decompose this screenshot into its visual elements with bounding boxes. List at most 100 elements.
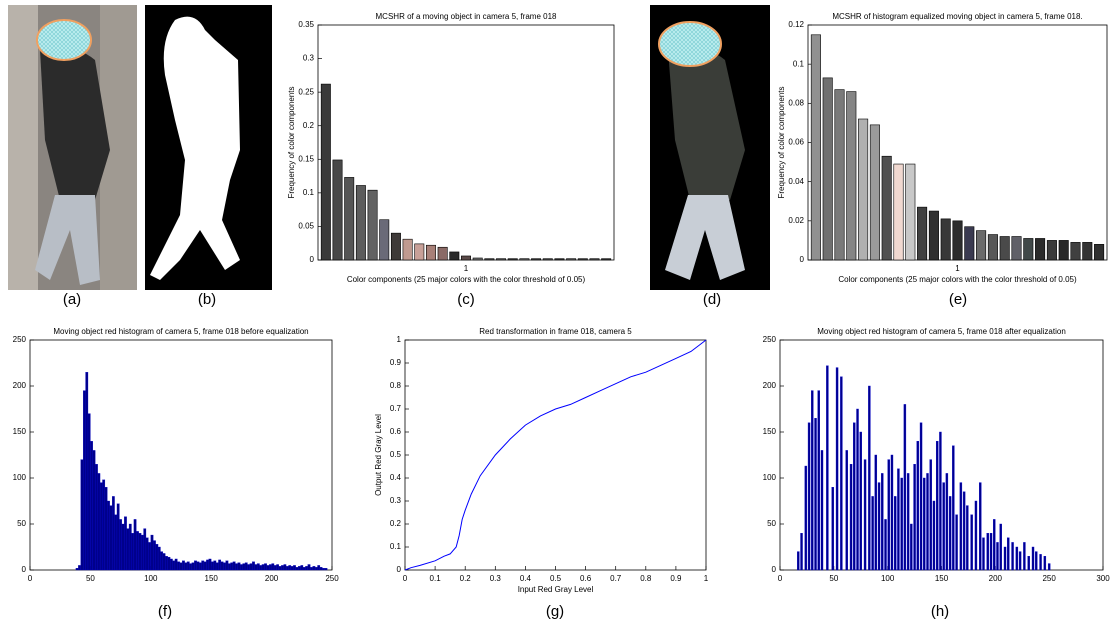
bar <box>869 124 880 261</box>
y-tick-label: 250 <box>763 335 777 344</box>
bar <box>344 177 355 261</box>
bar <box>367 189 378 261</box>
bar <box>390 232 401 261</box>
histogram-bar <box>157 546 161 571</box>
y-tick-label: 0.02 <box>788 216 804 225</box>
y-tick-label: 100 <box>763 473 777 482</box>
histogram-bar <box>143 528 147 571</box>
bar <box>1027 556 1030 571</box>
histogram-bar <box>174 558 178 571</box>
bar <box>935 441 939 571</box>
histogram-bar <box>244 562 248 571</box>
histogram-bar <box>138 533 142 571</box>
histogram-bar <box>252 561 255 571</box>
bar <box>542 258 553 261</box>
x-tick-label: 0.7 <box>610 574 622 583</box>
bar <box>894 496 897 571</box>
histogram-bar <box>155 544 159 571</box>
y-tick-label: 0.2 <box>390 519 402 528</box>
y-tick-label: 0 <box>310 255 315 264</box>
x-axis-label: Color components (25 major colors with t… <box>347 275 586 284</box>
histogram-bar <box>194 560 197 571</box>
bar <box>414 243 425 261</box>
bar <box>877 482 881 571</box>
bar <box>874 454 878 571</box>
bar <box>962 491 966 571</box>
bar <box>859 431 862 571</box>
bar <box>1047 563 1051 571</box>
x-tick-label: 250 <box>325 574 339 583</box>
bar <box>999 523 1002 571</box>
y-axis-label: Frequency of color components <box>287 86 296 198</box>
bar <box>1039 554 1042 571</box>
bar <box>1018 551 1022 571</box>
bar <box>1082 242 1093 261</box>
bar <box>811 390 814 571</box>
bar <box>797 551 800 571</box>
bar <box>952 445 955 571</box>
chart-title: MCSHR of histogram equalized moving obje… <box>832 12 1082 21</box>
histogram-bar <box>92 450 96 571</box>
x-tick-label: 200 <box>989 574 1003 583</box>
bar <box>1046 240 1057 261</box>
histogram-bar <box>162 553 166 571</box>
bar <box>853 422 856 571</box>
histogram-bar <box>126 528 130 571</box>
bar <box>601 258 612 261</box>
bar <box>987 234 998 261</box>
chart-title: Red transformation in frame 018, camera … <box>479 327 632 336</box>
histogram-bar <box>124 516 127 571</box>
histogram-bar <box>240 564 243 571</box>
histogram-bar <box>242 563 246 571</box>
histogram-bar <box>281 565 284 571</box>
bar <box>1094 244 1105 261</box>
histogram-bar <box>90 441 93 571</box>
y-tick-label: 0.6 <box>390 427 402 436</box>
y-tick-label: 0.05 <box>298 222 314 231</box>
bar <box>1035 238 1046 261</box>
histogram-bar <box>273 565 277 571</box>
bar <box>507 258 518 261</box>
histogram-bar <box>220 561 224 571</box>
x-tick-label: 100 <box>144 574 158 583</box>
plot-area <box>29 339 333 571</box>
x-tick-label: 100 <box>881 574 895 583</box>
bar <box>1023 542 1026 571</box>
histogram-bar <box>305 566 308 571</box>
histogram-bar <box>111 496 115 571</box>
photo-a <box>8 5 137 290</box>
bar <box>881 155 892 261</box>
panel-label: (d) <box>703 291 721 308</box>
bar <box>974 500 978 571</box>
x-tick-label: 250 <box>1042 574 1056 583</box>
histogram-bar <box>83 390 86 571</box>
histogram-bar <box>172 560 176 571</box>
bar <box>871 496 874 571</box>
x-tick-label: 200 <box>265 574 279 583</box>
x-tick-label: 1 <box>955 264 960 273</box>
x-tick-label: 0 <box>28 574 33 583</box>
bar <box>955 514 958 571</box>
bar <box>1023 238 1034 261</box>
histogram-bar <box>131 533 135 571</box>
histogram-bar <box>196 561 200 571</box>
bar <box>986 533 989 571</box>
y-tick-label: 0.25 <box>298 87 314 96</box>
histogram-bar <box>310 567 313 571</box>
bar <box>1011 542 1014 571</box>
bar <box>1058 240 1069 261</box>
bar <box>942 482 945 571</box>
y-tick-label: 0.06 <box>788 138 804 147</box>
bar <box>814 418 817 571</box>
histogram-bar <box>75 568 79 571</box>
bar <box>402 238 413 261</box>
histogram-bar <box>160 551 164 571</box>
x-tick-label: 0.9 <box>670 574 682 583</box>
bar <box>332 159 343 261</box>
histogram-bar <box>80 459 84 571</box>
histogram-bar <box>266 565 270 571</box>
bar <box>577 258 588 261</box>
histogram-bar <box>295 567 299 571</box>
bar <box>945 473 949 571</box>
